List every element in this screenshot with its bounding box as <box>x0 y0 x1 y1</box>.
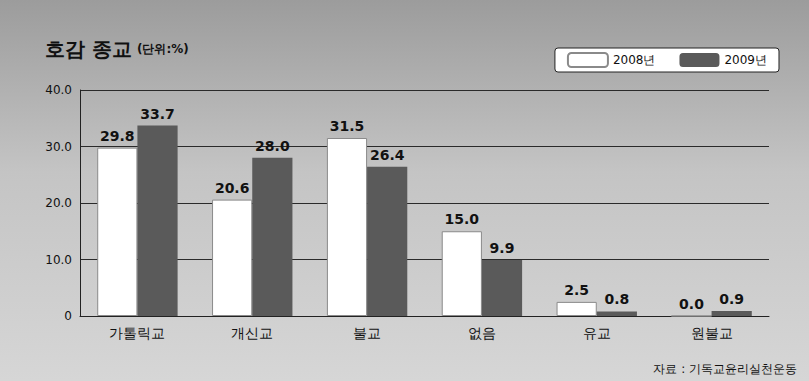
svg-text:(단위:%): (단위:%) <box>137 42 189 56</box>
svg-text:0.8: 0.8 <box>604 291 629 307</box>
svg-text:자료 : 기독교윤리실천운동: 자료 : 기독교윤리실천운동 <box>653 362 797 376</box>
svg-text:0: 0 <box>64 309 72 323</box>
svg-text:없음: 없음 <box>468 325 496 341</box>
svg-text:29.8: 29.8 <box>100 128 135 144</box>
svg-text:20.6: 20.6 <box>215 180 250 196</box>
svg-text:9.9: 9.9 <box>490 240 515 256</box>
svg-text:15.0: 15.0 <box>445 211 480 227</box>
svg-text:가톨릭교: 가톨릭교 <box>109 325 165 341</box>
svg-text:26.4: 26.4 <box>370 147 405 163</box>
svg-text:40.0: 40.0 <box>45 83 72 97</box>
svg-text:2.5: 2.5 <box>564 282 589 298</box>
svg-text:28.0: 28.0 <box>255 138 290 154</box>
svg-text:20.0: 20.0 <box>45 196 72 210</box>
svg-text:2008년: 2008년 <box>613 53 656 67</box>
svg-text:10.0: 10.0 <box>45 253 72 267</box>
svg-text:0.0: 0.0 <box>679 296 704 312</box>
svg-text:33.7: 33.7 <box>140 106 175 122</box>
svg-text:호감 종교: 호감 종교 <box>45 37 132 61</box>
svg-text:31.5: 31.5 <box>330 118 365 134</box>
svg-text:0.9: 0.9 <box>719 291 744 307</box>
svg-text:2009년: 2009년 <box>724 53 767 67</box>
svg-text:30.0: 30.0 <box>45 140 72 154</box>
svg-text:유교: 유교 <box>583 325 611 341</box>
svg-text:불교: 불교 <box>353 325 381 341</box>
svg-text:원불교: 원불교 <box>691 325 733 341</box>
svg-text:개신교: 개신교 <box>231 325 273 341</box>
